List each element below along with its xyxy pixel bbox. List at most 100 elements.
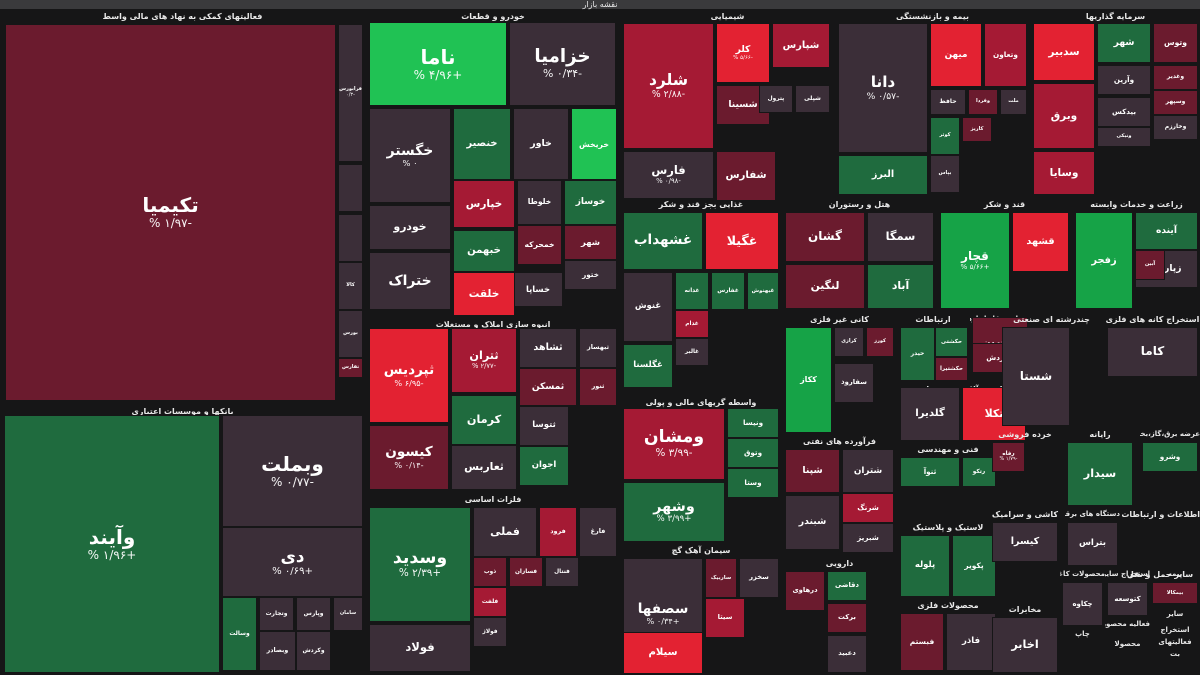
treemap-cell[interactable]: لنگین <box>785 264 865 309</box>
treemap-cell[interactable]: سدبیر <box>1033 23 1095 81</box>
treemap-cell[interactable]: درهاوی <box>785 571 825 611</box>
treemap-cell[interactable]: خلوطا <box>517 180 562 225</box>
treemap-cell[interactable]: ملت <box>1000 89 1027 115</box>
treemap-cell[interactable]: چکاوه <box>1062 582 1103 626</box>
treemap-cell[interactable]: خزامیا -۰/۳۴ % <box>509 22 616 106</box>
treemap-cell[interactable]: خنصیر <box>453 108 511 180</box>
treemap-cell[interactable]: غبهنوش <box>747 272 779 310</box>
treemap-cell[interactable]: وآیند +۱/۹۶ % <box>4 415 220 673</box>
treemap-cell[interactable]: پترول <box>759 85 793 113</box>
treemap-cell[interactable]: بتراس <box>1067 522 1118 566</box>
treemap-cell[interactable]: خوساز <box>564 180 617 225</box>
treemap-cell[interactable]: وشرو <box>1142 442 1198 472</box>
treemap-cell[interactable]: سیتا <box>705 598 745 638</box>
treemap-cell[interactable]: خلقت <box>453 272 515 316</box>
treemap-cell[interactable]: وبصادر <box>259 631 296 671</box>
treemap-cell[interactable]: فسازان <box>509 557 543 587</box>
treemap-cell[interactable]: سمگا <box>867 212 934 262</box>
treemap-cell[interactable]: ثشاهد <box>519 328 577 368</box>
treemap-cell[interactable]: شلرد -۲/۸۸ % <box>623 23 714 149</box>
treemap-cell[interactable]: وستا <box>727 468 779 498</box>
treemap-cell[interactable]: ثمسکن <box>519 368 577 406</box>
treemap-cell[interactable]: وفردا <box>968 89 998 115</box>
treemap-cell[interactable]: ثعاربس <box>451 445 517 490</box>
treemap-cell[interactable]: دانا -۰/۵۷ % <box>838 23 928 153</box>
treemap-cell[interactable]: ثپردیس -۶/۹۵ % <box>369 328 449 423</box>
treemap-cell[interactable]: ثنوآ <box>900 457 960 487</box>
treemap-cell[interactable]: وخارزم <box>1153 115 1198 140</box>
treemap-cell[interactable]: ثتران -۲/۷۷ % <box>451 328 517 393</box>
treemap-cell[interactable]: وتوس <box>1153 23 1198 63</box>
treemap-cell[interactable]: فرابورس -۰/۳ <box>338 24 363 162</box>
treemap-cell[interactable]: کلر -۵/۶۶ % <box>716 23 770 83</box>
treemap-cell[interactable]: دقاضی <box>827 571 867 601</box>
treemap-cell[interactable]: فبستم <box>900 613 944 671</box>
treemap-cell[interactable]: ونیسا <box>727 408 779 438</box>
treemap-cell[interactable]: رتکو <box>962 457 996 487</box>
treemap-cell[interactable]: فلفت <box>473 587 507 617</box>
treemap-cell[interactable]: وآرین <box>1097 65 1151 95</box>
treemap-cell[interactable]: کاریز <box>962 117 992 142</box>
treemap-cell[interactable]: حکشتیرا <box>935 357 968 381</box>
treemap-cell[interactable]: فولاژ <box>473 617 507 647</box>
treemap-cell[interactable] <box>338 164 363 212</box>
treemap-cell[interactable]: برکت <box>827 603 867 633</box>
treemap-cell[interactable]: وسدید +۲/۳۹ % <box>369 507 471 622</box>
treemap-cell[interactable]: وکردش <box>296 631 331 671</box>
treemap-cell[interactable]: سامان <box>333 597 363 631</box>
treemap-cell[interactable]: ثنور <box>579 368 617 406</box>
treemap-cell[interactable]: ککاز <box>785 327 832 433</box>
treemap-cell[interactable]: البرز <box>838 155 928 195</box>
treemap-cell[interactable]: رفاه -۱/۷۹ % <box>992 442 1025 472</box>
treemap-cell[interactable]: میهن <box>930 23 982 87</box>
treemap-cell[interactable]: پکویر <box>952 535 996 597</box>
treemap-cell[interactable]: آباد <box>867 264 934 309</box>
treemap-cell[interactable]: ختور <box>564 260 617 290</box>
treemap-cell[interactable]: وتجارت <box>259 597 294 631</box>
treemap-cell[interactable]: وغدیر <box>1153 65 1198 90</box>
treemap-cell[interactable]: کرازی <box>834 327 864 357</box>
treemap-cell[interactable]: حیدر <box>900 327 935 381</box>
treemap-cell[interactable]: بیمکالا <box>1152 582 1198 604</box>
treemap-cell[interactable]: ساربیک <box>705 558 737 598</box>
treemap-cell[interactable]: گلدیرا <box>900 387 960 441</box>
treemap-cell[interactable]: شبندر <box>785 495 840 550</box>
treemap-cell[interactable]: ذوب <box>473 557 507 587</box>
treemap-cell[interactable]: قشهد <box>1012 212 1069 272</box>
treemap-cell[interactable]: حافظ <box>930 89 966 115</box>
treemap-cell[interactable]: شپارس <box>772 23 830 68</box>
treemap-cell[interactable]: وسایا <box>1033 151 1095 195</box>
treemap-cell[interactable]: ثبهساز <box>579 328 617 368</box>
treemap-cell[interactable]: غنوش <box>623 272 673 342</box>
treemap-cell[interactable]: سیدار <box>1067 442 1133 506</box>
treemap-cell[interactable]: خمحرکه <box>517 225 562 265</box>
treemap-cell[interactable]: وبملت -۰/۷۷ % <box>222 415 363 527</box>
treemap-cell[interactable]: شتران <box>842 449 894 493</box>
treemap-cell[interactable]: وسپهر <box>1153 90 1198 115</box>
treemap-cell[interactable]: بیدکس <box>1097 97 1151 127</box>
treemap-cell[interactable] <box>338 214 363 262</box>
treemap-cell[interactable]: ناما +۴/۹۶ % <box>369 22 507 106</box>
treemap-cell[interactable]: سخزر <box>739 558 779 598</box>
treemap-cell[interactable]: خبهمن <box>453 230 515 272</box>
treemap-cell[interactable]: شرنگ <box>842 493 894 523</box>
treemap-cell[interactable]: فاذر <box>946 613 996 671</box>
treemap-cell[interactable]: شپنا <box>785 449 840 493</box>
treemap-cell[interactable]: خریخش <box>571 108 617 180</box>
treemap-cell[interactable]: اخابر <box>992 617 1058 673</box>
treemap-cell[interactable]: ونیکی <box>1097 127 1151 147</box>
treemap-cell[interactable]: گشان <box>785 212 865 262</box>
treemap-cell[interactable]: کیسون -۰/۱۴ % <box>369 425 449 490</box>
treemap-cell[interactable]: بپاس <box>930 155 960 193</box>
treemap-cell[interactable]: ومشان -۳/۹۹ % <box>623 408 725 480</box>
treemap-cell[interactable]: وتعاون <box>984 23 1027 87</box>
treemap-cell[interactable]: شپلی <box>795 85 830 113</box>
treemap-cell[interactable]: خودرو <box>369 205 451 250</box>
treemap-cell[interactable]: وسالت <box>222 597 257 671</box>
treemap-cell[interactable]: تفارس <box>338 358 363 378</box>
treemap-cell[interactable]: وپارس <box>296 597 331 631</box>
treemap-cell[interactable]: بورس <box>338 310 363 358</box>
treemap-cell[interactable]: شهر <box>564 225 617 260</box>
treemap-cell[interactable]: تکیمیا -۱/۹۷ % <box>5 24 336 401</box>
treemap-cell[interactable]: شفارس <box>716 151 776 201</box>
